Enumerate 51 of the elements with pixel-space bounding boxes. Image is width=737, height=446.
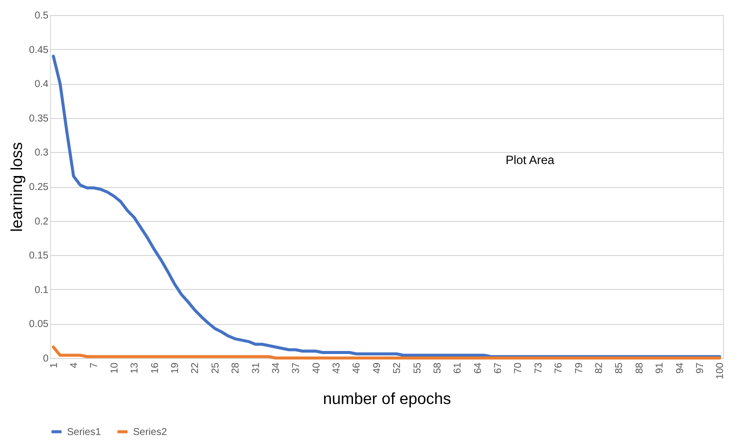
x-tick-label: 67 [493, 362, 504, 374]
x-tick-label: 97 [694, 362, 706, 374]
y-tick-label: 0.4 [34, 79, 49, 90]
x-tick-label: 61 [452, 362, 464, 374]
x-tick-label: 22 [190, 362, 202, 374]
x-tick-label: 43 [332, 362, 343, 374]
y-tick-label: 0.05 [29, 319, 49, 330]
y-tick-label: 0.25 [29, 182, 49, 193]
x-tick-label: 31 [250, 362, 262, 374]
x-tick-label: 34 [270, 362, 282, 374]
x-tick-label: 16 [150, 362, 161, 374]
line-series [52, 346, 722, 360]
y-tick-label: 0.1 [34, 284, 49, 296]
y-tick-label: 0.5 [34, 10, 49, 22]
x-tick-label: 76 [554, 362, 565, 374]
x-tick-label: 100 [715, 362, 726, 380]
legend-label: Series1 [67, 426, 102, 438]
x-tick-label: 19 [170, 362, 182, 374]
y-tick-label: 0.45 [29, 44, 49, 56]
y-tick-label: 0.2 [34, 216, 49, 228]
x-tick-label: 55 [412, 362, 424, 374]
y-tick-label: 0 [42, 354, 49, 364]
x-tick-label: 79 [574, 362, 585, 374]
x-tick-label: 40 [311, 362, 322, 374]
y-tick-label: 0.15 [29, 250, 49, 262]
y-axis-title: learning loss [9, 142, 26, 232]
x-tick-label: 85 [614, 362, 626, 374]
x-tick-label: 82 [594, 362, 605, 374]
x-axis-title: number of epochs [322, 391, 452, 408]
x-tick-label: 64 [472, 362, 484, 374]
x-tick-label: 1 [48, 362, 60, 368]
legend-label: Series2 [133, 426, 168, 438]
x-tick-label: 58 [432, 362, 444, 374]
x-tick-label: 13 [130, 362, 141, 374]
x-tick-label: 70 [513, 362, 524, 374]
x-tick-label: 37 [291, 362, 302, 374]
x-tick-label: 73 [533, 362, 544, 374]
annotation: Plot Area [506, 153, 555, 167]
y-tick-label: 0.35 [29, 113, 49, 124]
x-tick-label: 7 [89, 362, 100, 368]
x-tick-label: 28 [230, 362, 242, 374]
x-tick-label: 88 [634, 362, 646, 374]
x-tick-label: 4 [69, 362, 80, 368]
x-tick-label: 10 [109, 362, 120, 374]
x-tick-label: 52 [392, 362, 404, 374]
x-tick-label: 25 [210, 362, 222, 374]
x-tick-label: 46 [352, 362, 363, 374]
x-tick-label: 49 [372, 362, 383, 374]
y-tick-label: 0.3 [34, 148, 49, 159]
x-tick-label: 91 [654, 362, 666, 374]
x-tick-label: 94 [674, 362, 686, 374]
